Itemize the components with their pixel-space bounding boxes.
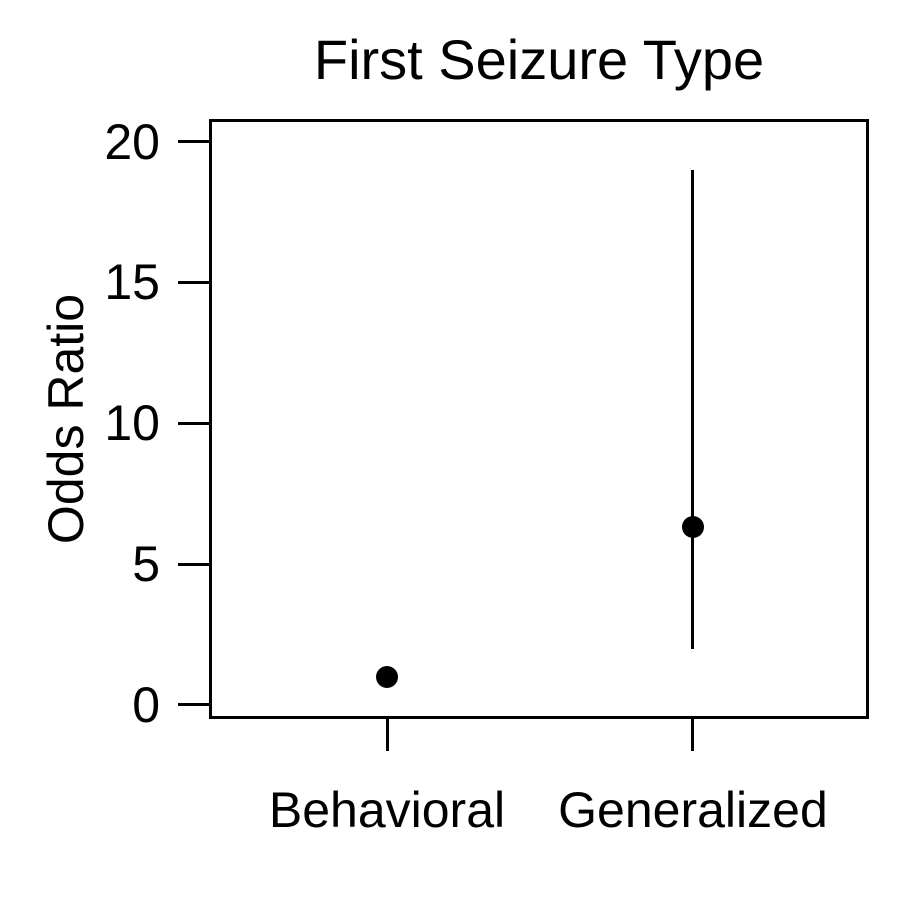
y-tick-label: 0 <box>132 676 160 733</box>
chart-title: First Seizure Type <box>313 28 765 91</box>
y-tick <box>178 562 209 566</box>
y-tick <box>178 703 209 707</box>
y-tick-label: 10 <box>104 395 160 452</box>
y-tick <box>178 421 209 425</box>
x-tick <box>385 719 389 751</box>
data-point <box>376 665 398 688</box>
y-tick-label: 5 <box>132 536 160 593</box>
y-tick-label: 20 <box>104 113 160 170</box>
error-bar <box>691 169 695 649</box>
x-tick-label: Behavioral <box>268 782 506 838</box>
y-tick <box>178 140 209 144</box>
plot-area <box>209 119 869 719</box>
y-tick <box>178 280 209 284</box>
y-tick-label: 15 <box>104 254 160 311</box>
data-point <box>681 516 704 539</box>
x-tick-label: Generalized <box>558 782 828 838</box>
x-tick <box>691 719 695 751</box>
